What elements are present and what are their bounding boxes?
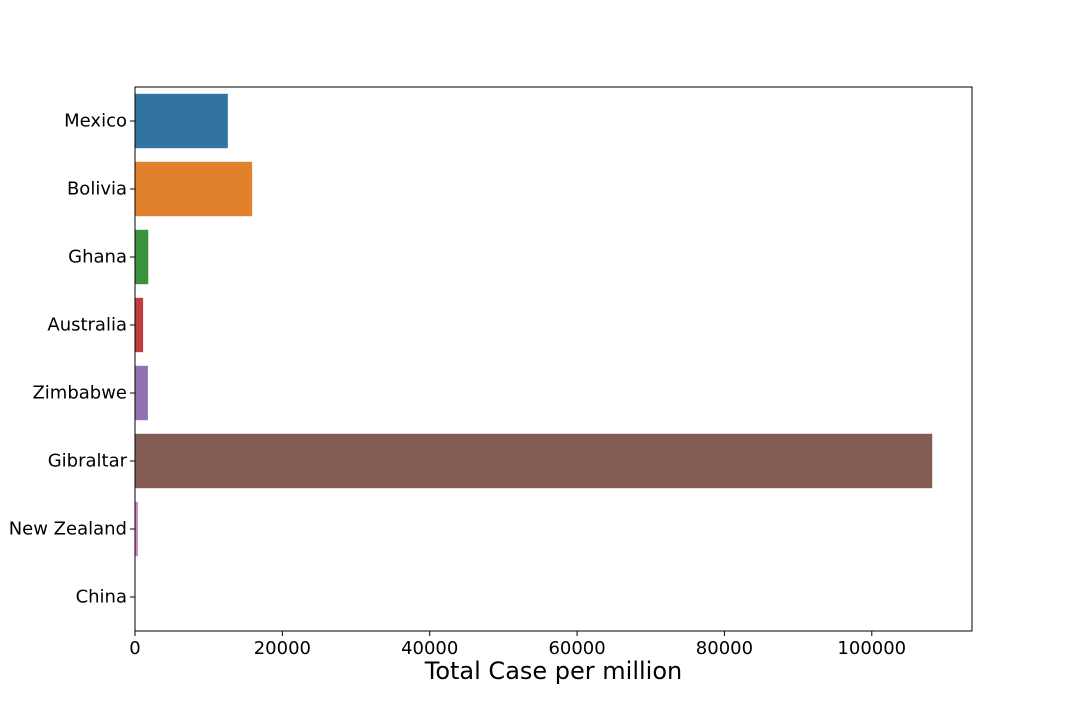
y-tick-label: New Zealand xyxy=(9,519,127,540)
x-axis-ticks: 0 20000 40000 60000 80000 100000 xyxy=(129,631,906,659)
x-tick-label: 60000 xyxy=(548,638,605,659)
y-axis-ticks: Mexico Bolivia Ghana Australia Zimbabwe Gibra… xyxy=(9,111,135,608)
bar-new-zealand xyxy=(135,501,138,557)
y-tick-label: Ghana xyxy=(68,247,127,268)
x-axis-title: Total Case per million xyxy=(424,657,682,685)
y-tick-label: China xyxy=(76,587,127,608)
x-tick-label: 0 xyxy=(129,638,140,659)
plot-frame xyxy=(134,86,973,632)
x-tick-label: 80000 xyxy=(696,638,753,659)
y-tick-label: Bolivia xyxy=(67,179,127,200)
x-tick-label: 20000 xyxy=(254,638,311,659)
bar-bolivia xyxy=(135,161,253,217)
bar-mexico xyxy=(135,93,228,149)
bar-australia xyxy=(135,297,144,353)
x-tick-label: 40000 xyxy=(401,638,458,659)
y-tick-label: Zimbabwe xyxy=(32,383,127,404)
y-tick-label: Gibraltar xyxy=(48,451,128,472)
y-tick-label: Australia xyxy=(47,315,127,336)
bars-group xyxy=(135,93,933,625)
y-tick-label: Mexico xyxy=(64,111,127,132)
bar-ghana xyxy=(135,229,149,285)
bar-zimbabwe xyxy=(135,365,148,421)
x-tick-label: 100000 xyxy=(837,638,906,659)
bar-gibraltar xyxy=(135,433,933,489)
